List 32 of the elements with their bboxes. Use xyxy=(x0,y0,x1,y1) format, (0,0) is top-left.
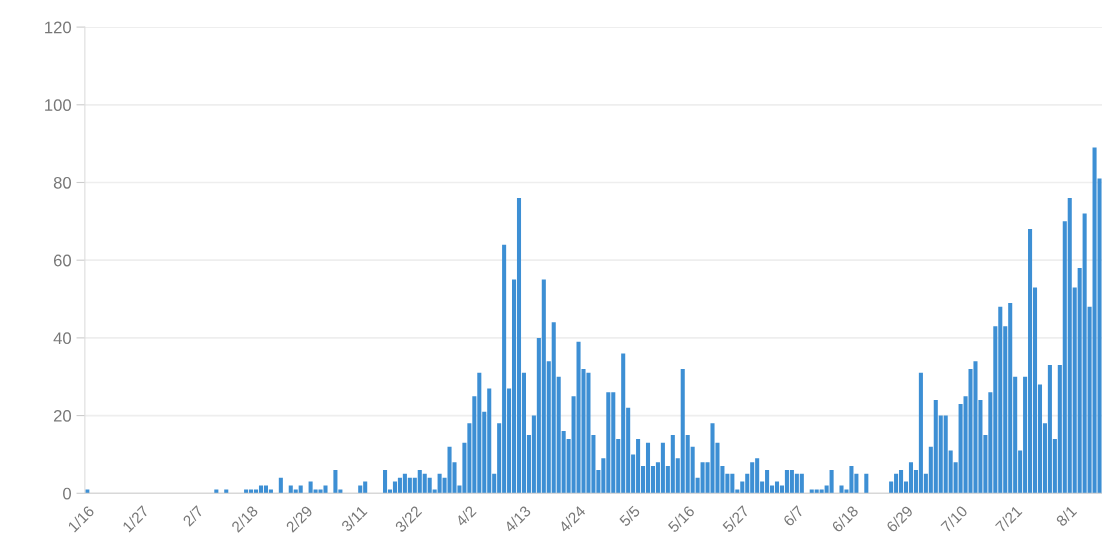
x-tick-label: 7/10 xyxy=(940,504,969,533)
y-tick-label: 100 xyxy=(45,99,72,111)
y-tick-label: 0 xyxy=(63,487,72,500)
bar xyxy=(383,469,388,494)
x-tick-label: 3/11 xyxy=(340,504,368,533)
x-tick-label: 5/5 xyxy=(618,504,641,527)
x-tick-label: 2/7 xyxy=(182,504,204,527)
bar xyxy=(1092,147,1097,494)
x-tick-label: 6/7 xyxy=(782,504,805,527)
y-tick-label: 20 xyxy=(53,409,72,422)
bar xyxy=(516,198,522,494)
x-tick-label: 4/13 xyxy=(503,504,532,534)
bar xyxy=(333,469,338,494)
bar xyxy=(864,473,869,494)
bar xyxy=(908,462,914,494)
y-tick-label: 60 xyxy=(53,254,72,267)
bar xyxy=(214,489,219,494)
bar xyxy=(268,489,273,494)
x-tick-label: 4/24 xyxy=(557,504,587,534)
bar xyxy=(774,481,780,494)
bar xyxy=(829,469,834,494)
bar xyxy=(224,489,229,494)
y-tick-label: 40 xyxy=(53,332,72,345)
bar xyxy=(799,473,804,494)
x-tick-label: 7/21 xyxy=(994,504,1023,533)
y-tick-label: 120 xyxy=(45,21,72,34)
x-tick-label: 8/1 xyxy=(1055,504,1078,527)
x-tick-label: 4/2 xyxy=(454,504,477,528)
bar xyxy=(244,489,249,494)
bar xyxy=(645,442,651,494)
bar xyxy=(278,477,283,494)
y-tick-label: 80 xyxy=(53,176,72,189)
